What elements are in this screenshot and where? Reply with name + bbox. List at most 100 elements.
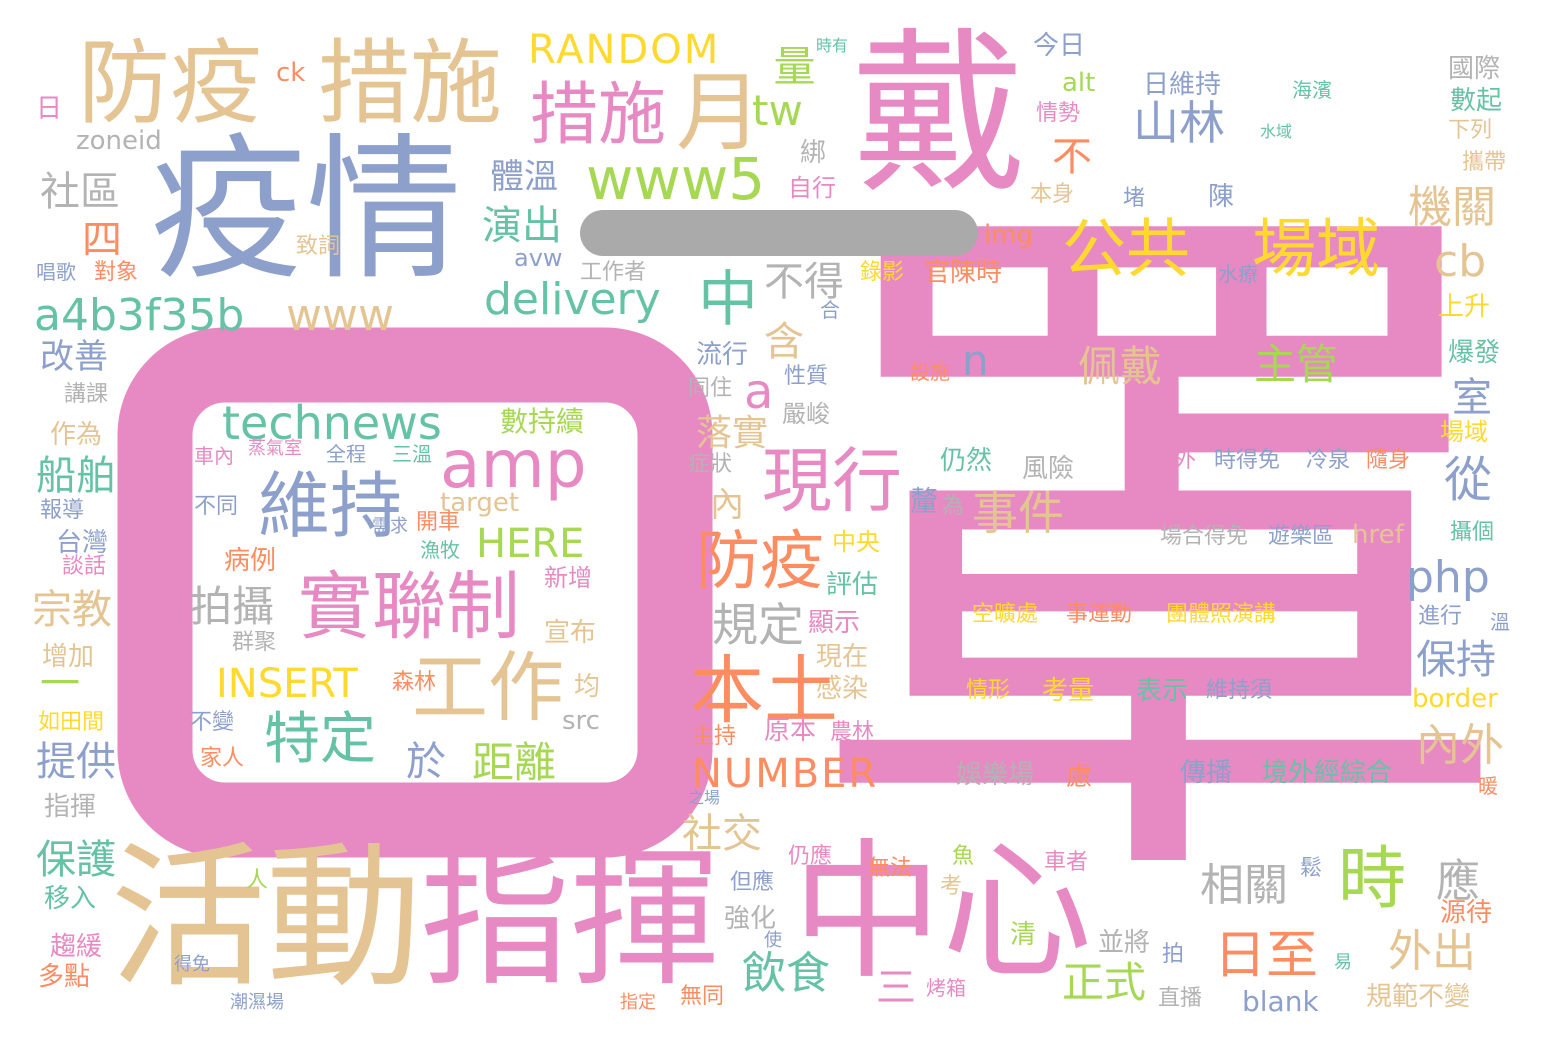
word: 為 <box>942 494 965 519</box>
word: 團體照演講 <box>1166 602 1277 627</box>
word: 如田間 <box>38 710 105 735</box>
word: www5 <box>586 145 766 213</box>
word: 提供 <box>36 739 116 785</box>
word: 保護 <box>36 837 116 883</box>
word: 蒸氣室 <box>248 438 302 459</box>
word: 一 <box>40 661 80 707</box>
word: zoneid <box>76 126 162 156</box>
word: 不變 <box>190 710 235 735</box>
word: 清 <box>1010 920 1037 950</box>
word: 現行 <box>762 440 902 522</box>
word: 規定 <box>712 598 804 652</box>
word: 戴 <box>852 14 1027 217</box>
word: 例外 <box>1152 448 1197 473</box>
word: 但應 <box>730 870 775 895</box>
word: 今日 <box>1033 31 1086 61</box>
word: 易 <box>1334 952 1352 973</box>
word: 內 <box>710 485 744 525</box>
word: RANDOM <box>528 27 721 73</box>
word: 措施 <box>318 30 503 137</box>
word: 日至 <box>1214 926 1319 986</box>
word: 規範不變 <box>1366 982 1471 1012</box>
word: 水療 <box>1218 262 1258 286</box>
word: 進行 <box>1418 604 1463 629</box>
word: 國際 <box>1448 54 1501 84</box>
word: 農林 <box>830 720 875 745</box>
word: 上升 <box>1438 292 1491 322</box>
word: 工作者 <box>580 260 647 285</box>
word: 含 <box>764 319 804 365</box>
word: 綁 <box>800 138 827 168</box>
word: 事運動 <box>1066 602 1133 627</box>
word: 不同 <box>194 494 239 519</box>
word: 改善 <box>40 337 108 377</box>
word: 同住 <box>688 376 733 401</box>
word: 機關 <box>1408 182 1496 233</box>
word: 時 <box>1338 840 1407 919</box>
word: INSERT <box>216 661 358 707</box>
word: 中心 <box>792 826 1093 1000</box>
word: 日 <box>36 94 63 124</box>
word: 錄影 <box>860 260 905 285</box>
word: 不得 <box>764 259 844 305</box>
word: 漁牧 <box>420 538 460 562</box>
word: 魚 <box>952 844 975 869</box>
word: 得免 <box>174 954 210 975</box>
word: 增加 <box>42 642 95 672</box>
word: 症狀 <box>688 452 733 477</box>
word: 維持須 <box>1206 678 1273 703</box>
word: 時有 <box>816 36 849 55</box>
word: 活動 <box>110 827 422 1009</box>
word: 車者 <box>1044 850 1089 875</box>
word: 防疫 <box>696 525 824 599</box>
word: 防疫 <box>78 30 263 137</box>
word: blank <box>1242 985 1319 1018</box>
word: 佩戴 <box>1078 342 1163 391</box>
word: 強化 <box>724 904 777 934</box>
word: 場域 <box>1440 418 1488 446</box>
word: 均 <box>574 672 601 702</box>
word: 人 <box>246 868 269 893</box>
word: 不 <box>1045 135 1091 175</box>
word: 情形 <box>966 678 1011 703</box>
word: 正式 <box>1062 958 1147 1007</box>
word: NUMBER <box>692 751 879 797</box>
word: 多點 <box>38 962 91 992</box>
word: 日維持 <box>1143 70 1222 100</box>
word: 報導 <box>40 498 85 523</box>
word: 本土 <box>690 648 838 734</box>
word: 現在 <box>816 642 869 672</box>
word: 事件 <box>972 486 1064 540</box>
word: href <box>1352 520 1404 550</box>
word: 暖 <box>1478 774 1498 798</box>
word: 傳播 <box>1180 758 1233 788</box>
word: 娛樂場 <box>956 760 1035 790</box>
word: 唱歌 <box>36 260 76 284</box>
word: 仍應 <box>788 844 833 869</box>
word: 堵 <box>1123 186 1146 211</box>
word: 之場 <box>688 788 721 807</box>
word: 台灣 <box>56 528 109 558</box>
word: 遊樂區 <box>1268 524 1335 549</box>
word: 潮濕場 <box>230 992 284 1013</box>
word: 嚴峻 <box>782 400 830 428</box>
word: 拍 <box>1162 942 1185 967</box>
word: php <box>1406 552 1490 603</box>
redaction-bar <box>580 210 978 256</box>
word: 陳 <box>1208 182 1235 212</box>
word: 疫情 <box>150 119 462 301</box>
word: 車內 <box>194 444 234 468</box>
word: 病例 <box>224 546 277 576</box>
word: 主持 <box>692 724 737 749</box>
word: 拍攝 <box>190 582 275 631</box>
word: ck <box>276 58 306 88</box>
word: technews <box>222 396 442 450</box>
word: 烤箱 <box>926 976 966 1000</box>
word: 數持續 <box>500 405 585 438</box>
word: 工作 <box>412 643 564 732</box>
word: 於 <box>406 739 446 785</box>
word: 指揮 <box>44 792 97 822</box>
word: 流行 <box>696 340 749 370</box>
word: 宣布 <box>544 618 597 648</box>
